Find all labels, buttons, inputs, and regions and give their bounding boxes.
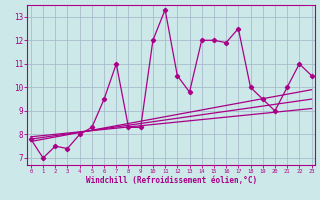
- X-axis label: Windchill (Refroidissement éolien,°C): Windchill (Refroidissement éolien,°C): [86, 176, 257, 185]
